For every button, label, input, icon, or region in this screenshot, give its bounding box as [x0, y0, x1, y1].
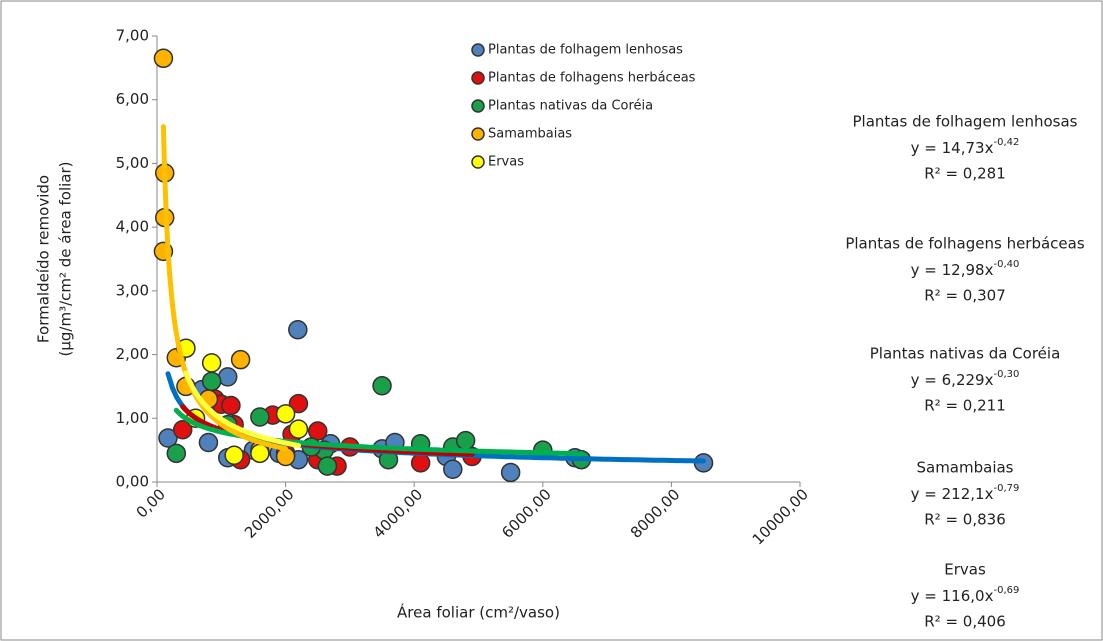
- y-tick-label: 6,00: [116, 90, 149, 108]
- point: [221, 395, 241, 416]
- annotation-name: Samambaias: [916, 459, 1013, 477]
- y-tick-label: 3,00: [116, 281, 149, 299]
- legend-swatch: [471, 155, 485, 169]
- point: [455, 430, 476, 451]
- annotation-name: Plantas nativas da Coréia: [870, 345, 1061, 363]
- equation-exponent: -0,79: [993, 483, 1019, 494]
- legend-swatch: [471, 43, 485, 57]
- legend-label: Ervas: [488, 155, 524, 170]
- trendline: [183, 370, 301, 448]
- y-axis-title: Formaldeído removido: [35, 175, 53, 343]
- annotation-equation: y = 6,229x-0,30: [911, 369, 1020, 389]
- point: [153, 48, 174, 69]
- annotation-name: Ervas: [944, 561, 986, 579]
- trendline: [160, 124, 289, 452]
- point: [158, 428, 178, 448]
- annotation-r2: R² = 0,281: [924, 165, 1005, 183]
- annotation-r2: R² = 0,211: [924, 397, 1005, 415]
- point: [217, 367, 238, 387]
- y-tick-label: 7,00: [116, 27, 149, 45]
- legend-label: Plantas de folhagens herbáceas: [488, 71, 696, 86]
- annotation-r2: R² = 0,836: [924, 511, 1005, 529]
- point: [250, 407, 270, 427]
- annotation-name: Plantas de folhagens herbáceas: [845, 235, 1085, 253]
- point: [201, 353, 222, 373]
- annotation-r2: R² = 0,406: [924, 613, 1005, 631]
- point: [224, 445, 244, 465]
- y-axis-title: (µg/m³/cm² de área foliar): [57, 161, 75, 356]
- annotation-equation: y = 14,73x-0,42: [911, 137, 1020, 157]
- equation-exponent: -0,40: [993, 259, 1019, 270]
- point: [198, 432, 219, 453]
- point: [250, 443, 270, 464]
- annotation-equation: y = 212,1x-0,79: [911, 483, 1020, 503]
- y-tick-label: 4,00: [116, 218, 149, 236]
- annotation-name: Plantas de folhagem lenhosas: [853, 113, 1078, 131]
- annotation-equation: y = 116,0x-0,69: [911, 585, 1020, 605]
- legend-label: Plantas nativas da Coréia: [488, 99, 653, 114]
- legend-swatch: [471, 99, 485, 113]
- equation-exponent: -0,69: [993, 585, 1019, 596]
- y-tick-label: 1,00: [116, 409, 149, 427]
- legend-label: Plantas de folhagem lenhosas: [488, 43, 683, 58]
- point: [230, 349, 251, 370]
- point: [201, 371, 222, 392]
- equation-exponent: -0,42: [993, 137, 1019, 148]
- equation-text: y = 12,98x: [911, 261, 994, 279]
- point: [166, 443, 187, 464]
- equation-text: y = 6,229x: [911, 371, 994, 389]
- point: [288, 319, 308, 340]
- equation-exponent: -0,30: [993, 369, 1019, 380]
- y-tick-label: 0,00: [116, 473, 149, 491]
- point: [288, 393, 309, 414]
- annotation-equation: y = 12,98x-0,40: [911, 259, 1020, 279]
- point: [317, 456, 338, 476]
- annotation-r2: R² = 0,307: [924, 287, 1005, 305]
- y-tick-label: 5,00: [116, 154, 149, 172]
- legend-label: Samambaias: [488, 127, 572, 142]
- point: [172, 420, 193, 440]
- equation-text: y = 116,0x: [911, 587, 994, 605]
- point: [443, 459, 463, 480]
- point: [275, 404, 296, 424]
- equation-text: y = 14,73x: [911, 139, 994, 157]
- legend-swatch: [471, 71, 485, 85]
- y-tick-label: 2,00: [116, 345, 149, 363]
- equation-text: y = 212,1x: [911, 485, 994, 503]
- x-axis-title: Área foliar (cm²/vaso): [397, 603, 560, 622]
- point: [500, 462, 521, 483]
- point: [288, 419, 309, 439]
- point: [372, 376, 392, 396]
- legend-swatch: [471, 127, 485, 141]
- point: [410, 453, 431, 473]
